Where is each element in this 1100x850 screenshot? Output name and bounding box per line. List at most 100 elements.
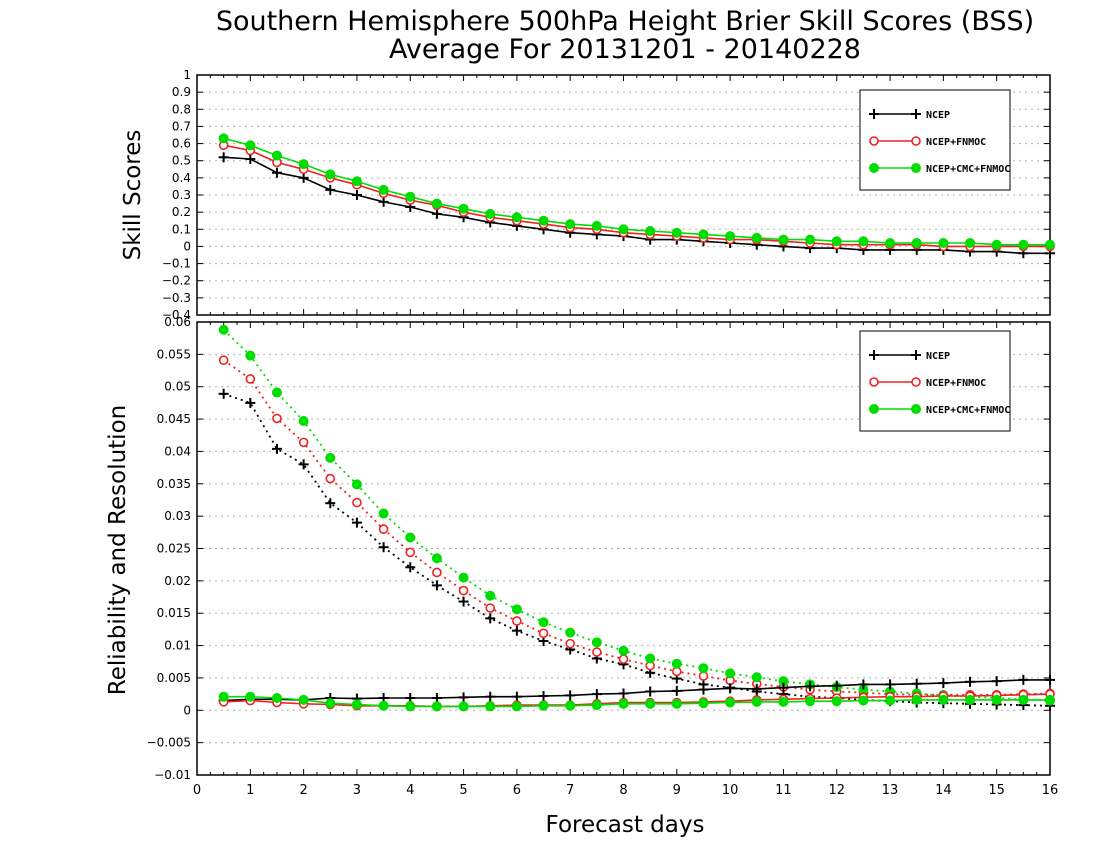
data-point	[751, 672, 762, 683]
data-point	[938, 694, 949, 705]
y-tick-label: 0.7	[172, 119, 191, 133]
y-tick-label: 0.3	[172, 188, 191, 202]
data-point	[618, 224, 629, 235]
data-point	[245, 140, 256, 151]
data-point	[671, 227, 682, 238]
data-point	[538, 700, 549, 711]
data-point	[405, 191, 416, 202]
x-tick-label: 1	[246, 783, 254, 798]
data-point	[298, 694, 309, 705]
series-ncep-resolution	[218, 388, 1055, 711]
data-point	[591, 220, 602, 231]
y-tick-label: 0.055	[157, 347, 191, 361]
data-point	[298, 159, 309, 170]
data-point	[218, 388, 229, 399]
data-point	[378, 184, 389, 195]
series-line	[223, 329, 1051, 702]
legend: NCEP NCEP+FNMOC NCEP+CMC+FNMOC	[859, 330, 1011, 432]
data-point	[298, 416, 309, 427]
data-point	[725, 668, 736, 679]
x-tick-label: 10	[722, 783, 739, 798]
data-point	[991, 694, 1002, 705]
data-point	[245, 397, 256, 408]
data-point	[218, 691, 229, 702]
skill-scores-panel: −0.4 −0.3 −0.2 −0.1 0 0.1 0.2 0.3 0.4 0.5 0.6 0.7 0.…	[162, 68, 1055, 322]
y-tick-label: 0.02	[164, 574, 191, 588]
data-point	[778, 234, 789, 245]
x-tick-label: 0	[193, 783, 201, 798]
legend-label: NCEP+FNMOC	[926, 137, 986, 148]
data-point	[965, 676, 976, 687]
data-point	[298, 437, 309, 448]
data-point	[698, 229, 709, 240]
data-point	[1045, 694, 1055, 705]
data-point	[272, 413, 282, 424]
data-point	[1045, 239, 1055, 250]
data-point	[431, 198, 442, 209]
data-point	[592, 647, 602, 657]
series-ncep-reliability	[218, 674, 1055, 706]
legend-marker	[911, 109, 921, 119]
legend-marker	[911, 404, 921, 414]
data-point	[645, 698, 656, 709]
data-point	[271, 443, 282, 454]
data-point	[325, 184, 336, 195]
data-point	[1018, 239, 1029, 250]
y-tick-label: 0	[183, 703, 191, 717]
x-tick-label: 13	[882, 783, 899, 798]
x-tick-label: 11	[775, 783, 792, 798]
data-point	[405, 547, 416, 558]
data-point	[938, 238, 949, 248]
legend-marker	[869, 163, 879, 173]
legend-label: NCEP	[926, 351, 950, 362]
y-tick-label: −0.005	[147, 736, 191, 750]
y-tick-label: 0.8	[172, 102, 191, 116]
data-point	[831, 236, 842, 247]
series-ncep-cmc-fnmoc	[218, 133, 1055, 250]
data-point	[618, 688, 629, 699]
y-tick-label: −0.01	[154, 768, 191, 782]
y-tick-label: −0.4	[162, 308, 191, 322]
data-point	[698, 663, 709, 674]
data-point	[431, 208, 442, 219]
data-point	[431, 580, 442, 591]
data-point	[245, 350, 256, 361]
data-point	[645, 653, 656, 664]
data-point	[751, 696, 762, 707]
y-tick-label: 0.03	[164, 509, 191, 523]
data-point	[218, 133, 229, 144]
chart-title-line2: Average For 20131201 - 20140228	[389, 34, 861, 65]
data-point	[1018, 674, 1029, 685]
y-tick-label: 0.045	[157, 412, 191, 426]
y-tick-label: 0.2	[172, 205, 191, 219]
series-ncep-cmc-fnmoc-reliability	[218, 691, 1055, 712]
data-point	[911, 238, 922, 248]
data-point	[431, 553, 442, 564]
legend: NCEP NCEP+FNMOC NCEP+CMC+FNMOC	[859, 89, 1011, 191]
data-point	[511, 691, 522, 702]
y-tick-label: 0.6	[172, 137, 191, 151]
data-point	[885, 679, 896, 690]
data-point	[671, 698, 682, 709]
data-point	[378, 700, 389, 711]
data-point	[858, 236, 869, 247]
data-point	[378, 508, 389, 519]
data-point	[538, 617, 549, 628]
data-point	[778, 682, 789, 693]
data-point	[352, 497, 362, 508]
data-point	[511, 625, 522, 636]
data-point	[271, 692, 282, 703]
data-point	[325, 169, 336, 180]
y-tick-label: 0.4	[172, 171, 191, 185]
x-tick-label: 7	[566, 783, 574, 798]
data-point	[458, 585, 469, 596]
data-point	[538, 215, 549, 226]
data-point	[325, 452, 336, 463]
y-tick-label: 0.01	[164, 639, 191, 653]
data-point	[831, 696, 842, 707]
data-point	[751, 232, 762, 243]
reliability-resolution-panel: −0.01 −0.005 0 0.005 0.01 0.015 0.02 0.025 0.03 0…	[147, 315, 1059, 798]
data-point	[938, 678, 949, 689]
data-point	[805, 696, 816, 707]
data-point	[458, 692, 469, 703]
